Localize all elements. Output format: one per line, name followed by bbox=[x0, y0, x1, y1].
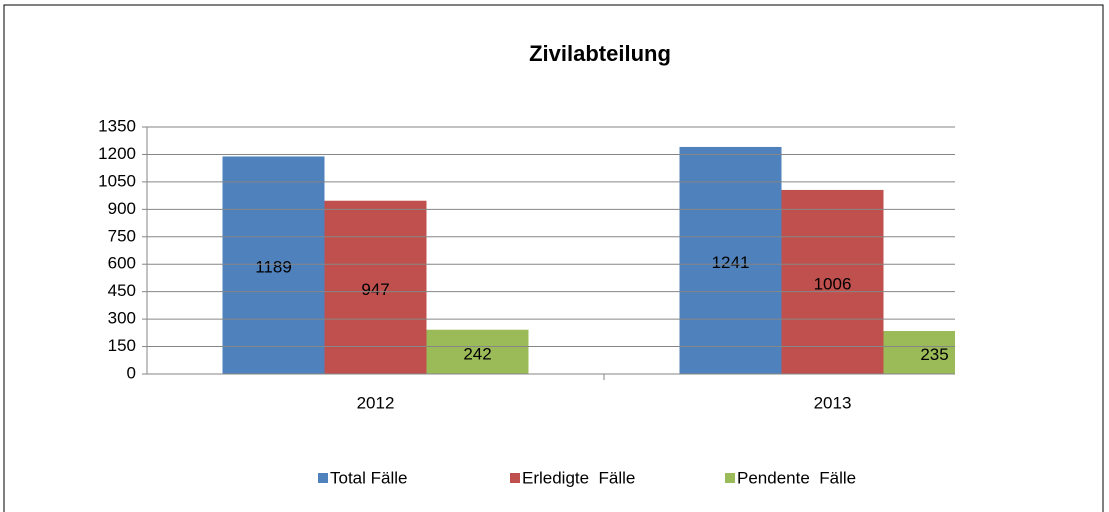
x-tick-label: 2013 bbox=[814, 393, 852, 412]
y-tick-label: 300 bbox=[108, 309, 136, 328]
y-tick-label: 900 bbox=[108, 199, 136, 218]
legend-label: Total Fälle bbox=[330, 468, 407, 487]
data-label: 1189 bbox=[255, 258, 292, 277]
y-tick-label: 600 bbox=[108, 254, 136, 273]
x-tick-label: 2012 bbox=[357, 393, 395, 412]
legend-swatch bbox=[318, 473, 328, 483]
y-tick-label: 450 bbox=[108, 281, 136, 300]
bar bbox=[324, 200, 427, 374]
bar bbox=[426, 329, 529, 374]
chart-frame bbox=[3, 4, 1104, 512]
y-tick-label: 0 bbox=[127, 363, 136, 382]
legend-label: Pendente Fälle bbox=[737, 468, 856, 487]
y-tick-label: 1350 bbox=[98, 116, 136, 135]
bar bbox=[222, 156, 325, 374]
legend-swatch bbox=[725, 473, 735, 483]
legend-label: Erledigte Fälle bbox=[522, 468, 635, 487]
bar bbox=[781, 189, 884, 374]
bar bbox=[679, 146, 782, 374]
y-tick-label: 1200 bbox=[98, 144, 136, 163]
y-tick-label: 750 bbox=[108, 226, 136, 245]
plot-area: 1189 947 242 1241 1006 235 bbox=[222, 146, 955, 374]
data-label: 947 bbox=[361, 280, 389, 299]
y-tick-label: 150 bbox=[108, 336, 136, 355]
data-label: 1241 bbox=[712, 253, 750, 272]
legend-swatch bbox=[510, 473, 520, 483]
chart-title: Zivilabteilung bbox=[529, 41, 671, 66]
data-label: 242 bbox=[463, 344, 491, 363]
y-tick-label: 1050 bbox=[98, 171, 136, 190]
bar bbox=[883, 331, 955, 374]
data-label: 1006 bbox=[814, 274, 852, 293]
data-label: 235 bbox=[920, 345, 948, 364]
